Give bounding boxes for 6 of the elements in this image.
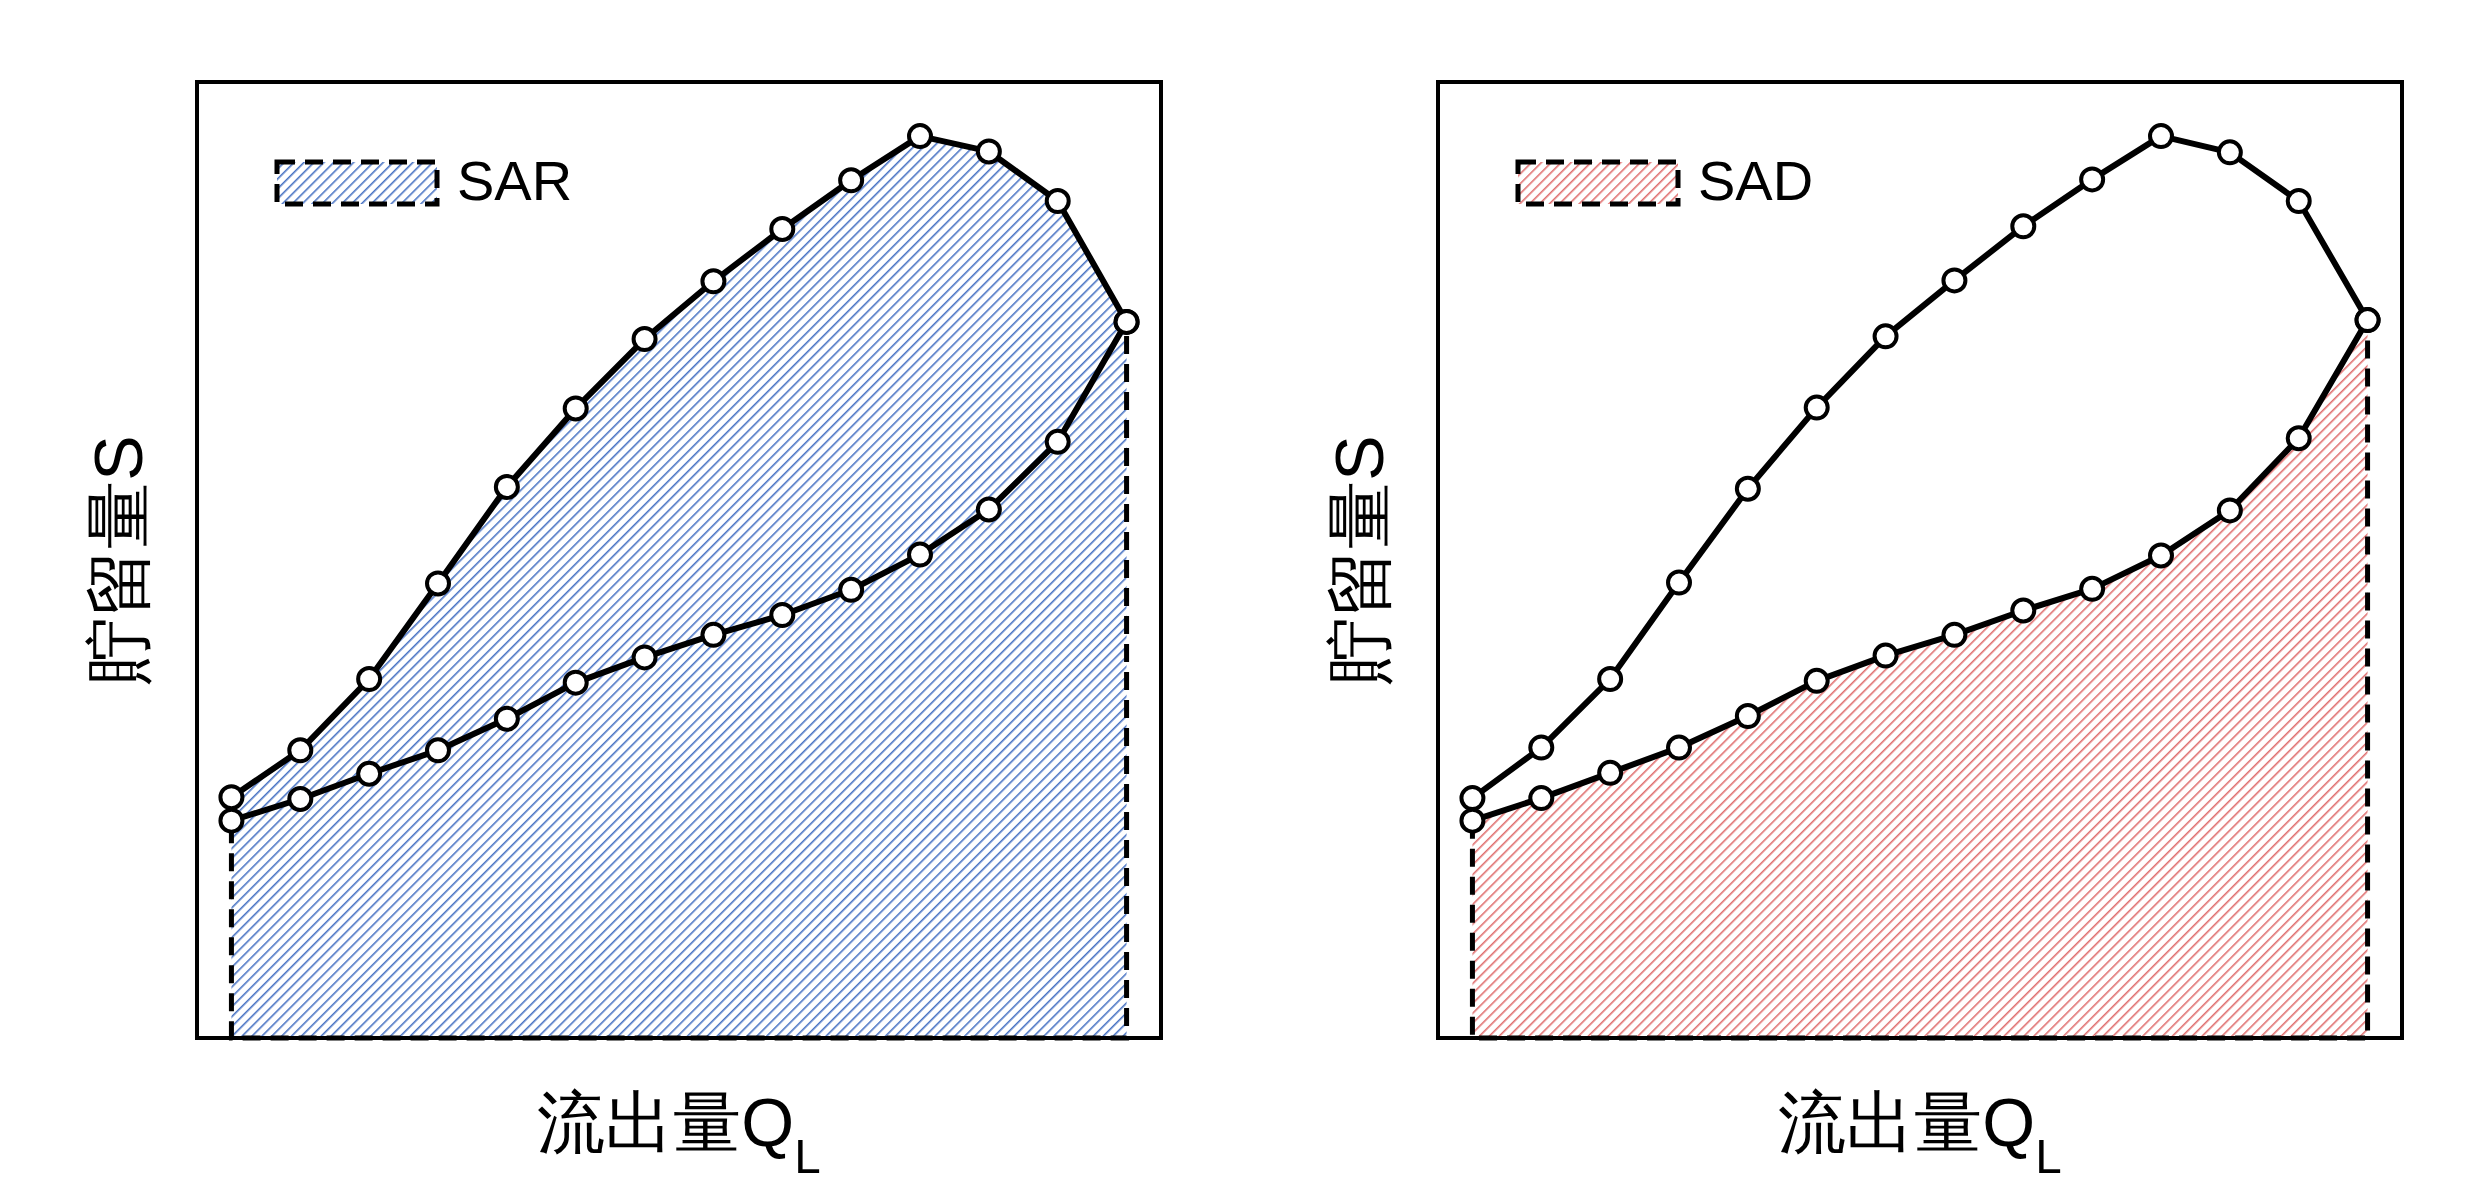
legend-label: SAD <box>1698 149 1814 212</box>
x-axis-title: 流出量Q$_{L}$ <box>1778 1084 2062 1183</box>
y-axis-title: 貯留量S <box>1321 435 1397 685</box>
legend-label: SAR <box>457 149 573 212</box>
y-axis-title: 貯留量S <box>80 435 156 685</box>
x-axis-title: 流出量Q$_{L}$ <box>537 1084 821 1183</box>
